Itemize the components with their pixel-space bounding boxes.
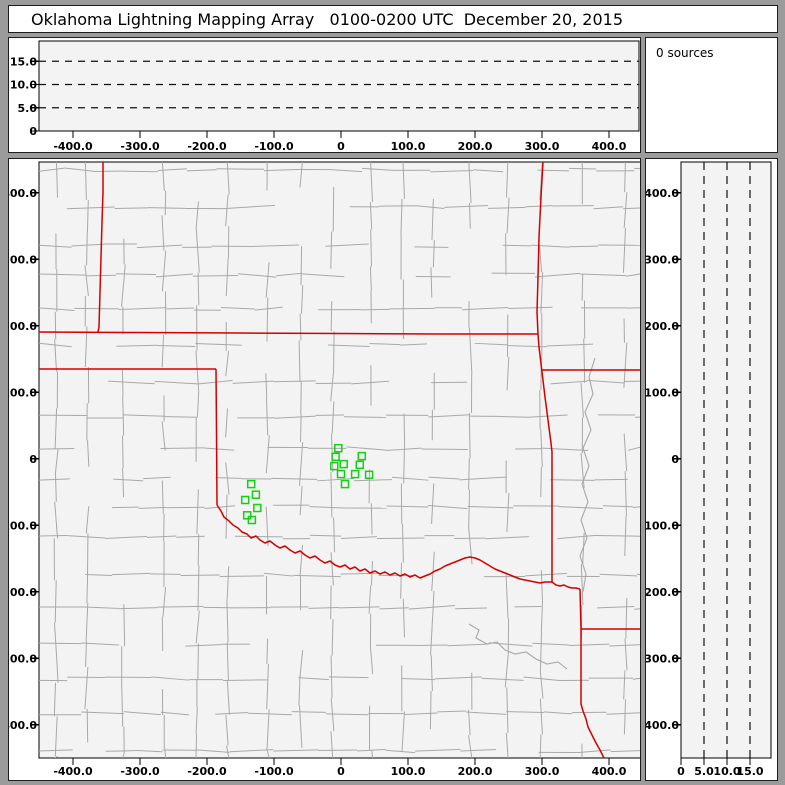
station-marker (330, 461, 339, 471)
county-lines (39, 162, 640, 758)
ew-x-tick-label: 300.0 (525, 140, 560, 152)
ns-x-tick-label: 10.0 (713, 765, 740, 778)
ew-x-tick-label: -200.0 (187, 140, 227, 152)
map-x-tick-label: 100.0 (391, 765, 426, 778)
map-x-tick-label: -200.0 (187, 765, 227, 778)
state-border-line (536, 162, 553, 582)
station-marker (350, 469, 360, 479)
map-y-tick-label: 300.0 (9, 253, 37, 266)
state-border-line (97, 162, 104, 333)
ew-x-tick-label: 200.0 (458, 140, 493, 152)
map-y-tick-label: -200.0 (9, 586, 37, 599)
map-basemap (39, 162, 640, 758)
ns-x-tick-label: 15.0 (736, 765, 763, 778)
plan-view-map-plot[interactable]: 400.0 300.0 200.0 100.0 0 -100.0 -200.0 -300.0 -… (9, 159, 640, 780)
station-marker (336, 469, 346, 479)
ns-y-tick-label: -300.0 (646, 652, 679, 665)
ew-x-tick-label: 100.0 (391, 140, 426, 152)
ew-y-tick-label: 0 (29, 125, 37, 138)
state-border-line (216, 504, 552, 584)
ew-x-tick-label: 0 (337, 140, 345, 152)
altitude-vs-northsouth-plot[interactable]: 400.0 300.0 200.0 100.0 0 -100.0 -200.0 -300.0 -… (646, 159, 777, 780)
ns-y-tick-label: 400.0 (646, 187, 679, 200)
ns-x-tick-label: 5.0 (694, 765, 714, 778)
state-border-line (215, 368, 218, 506)
river-line (468, 623, 568, 670)
altitude-vs-eastwest-plot[interactable]: 0 5.0 10.0 15.0 -400.0 -300.0 -200.0 -100.0 0 100… (9, 38, 640, 152)
ew-y-tick-label: 15.0 (10, 55, 37, 68)
river-line (579, 357, 596, 593)
state-borders (39, 162, 640, 758)
state-border-line (39, 331, 538, 335)
ns-x-tick-label: 0 (677, 765, 685, 778)
station-marker (355, 460, 365, 470)
station-marker (331, 452, 340, 462)
station-marker (339, 459, 348, 469)
sources-count-panel: 0 sources (645, 37, 778, 153)
title-text: Oklahoma Lightning Mapping Array 0100-02… (31, 9, 624, 29)
station-marker (240, 495, 250, 505)
ns-y-tick-label: 200.0 (646, 320, 679, 333)
map-x-tick-label: -300.0 (120, 765, 160, 778)
map-y-tick-label: 100.0 (9, 386, 37, 399)
station-marker (334, 443, 343, 453)
ew-y-tick-label: 10.0 (10, 79, 37, 92)
plan-view-map-panel: 400.0 300.0 200.0 100.0 0 -100.0 -200.0 -300.0 -… (8, 158, 641, 781)
page-title: Oklahoma Lightning Mapping Array 0100-02… (8, 5, 778, 33)
station-marker (251, 490, 261, 499)
ns-plot-frame (680, 161, 772, 759)
map-x-tick-label: 300.0 (525, 765, 560, 778)
station-marker (357, 451, 367, 461)
map-x-tick-label: -400.0 (53, 765, 93, 778)
altitude-vs-eastwest-panel: 0 5.0 10.0 15.0 -400.0 -300.0 -200.0 -100.0 0 100… (8, 37, 641, 153)
map-y-tick-label: 0 (29, 453, 37, 466)
ew-x-tick-label: -100.0 (254, 140, 294, 152)
station-marker (242, 511, 252, 520)
map-y-tick-label: -100.0 (9, 519, 37, 532)
map-x-tick-label: 0 (337, 765, 345, 778)
map-x-tick-label: 400.0 (592, 765, 627, 778)
map-y-tick-label: -300.0 (9, 652, 37, 665)
ew-plot-frame (38, 40, 640, 132)
station-marker (253, 503, 262, 513)
map-y-tick-label: 400.0 (9, 187, 37, 200)
sources-count-label: 0 sources (656, 46, 714, 60)
state-border-line (579, 588, 605, 758)
ew-x-tick-label: 400.0 (592, 140, 627, 152)
station-marker (246, 479, 256, 489)
map-y-tick-label: 200.0 (9, 320, 37, 333)
ns-y-tick-label: 0 (671, 453, 679, 466)
map-x-tick-label: -100.0 (254, 765, 294, 778)
map-x-tick-label: 200.0 (458, 765, 493, 778)
station-marker (364, 470, 374, 480)
map-y-tick-label: -400.0 (9, 719, 37, 732)
ns-y-tick-label: -100.0 (646, 519, 679, 532)
ew-x-tick-label: -300.0 (120, 140, 160, 152)
ew-y-tick-label: 5.0 (18, 102, 38, 115)
altitude-vs-northsouth-panel: 400.0 300.0 200.0 100.0 0 -100.0 -200.0 -300.0 -… (645, 158, 778, 781)
state-border-line (551, 581, 581, 590)
lma-stations (240, 443, 374, 525)
ew-x-tick-label: -400.0 (53, 140, 93, 152)
station-marker (247, 515, 257, 525)
station-marker (340, 479, 350, 489)
ns-y-tick-label: -200.0 (646, 586, 679, 599)
ns-y-tick-label: 100.0 (646, 386, 679, 399)
ns-y-tick-label: 300.0 (646, 253, 679, 266)
ns-y-tick-label: -400.0 (646, 719, 679, 732)
